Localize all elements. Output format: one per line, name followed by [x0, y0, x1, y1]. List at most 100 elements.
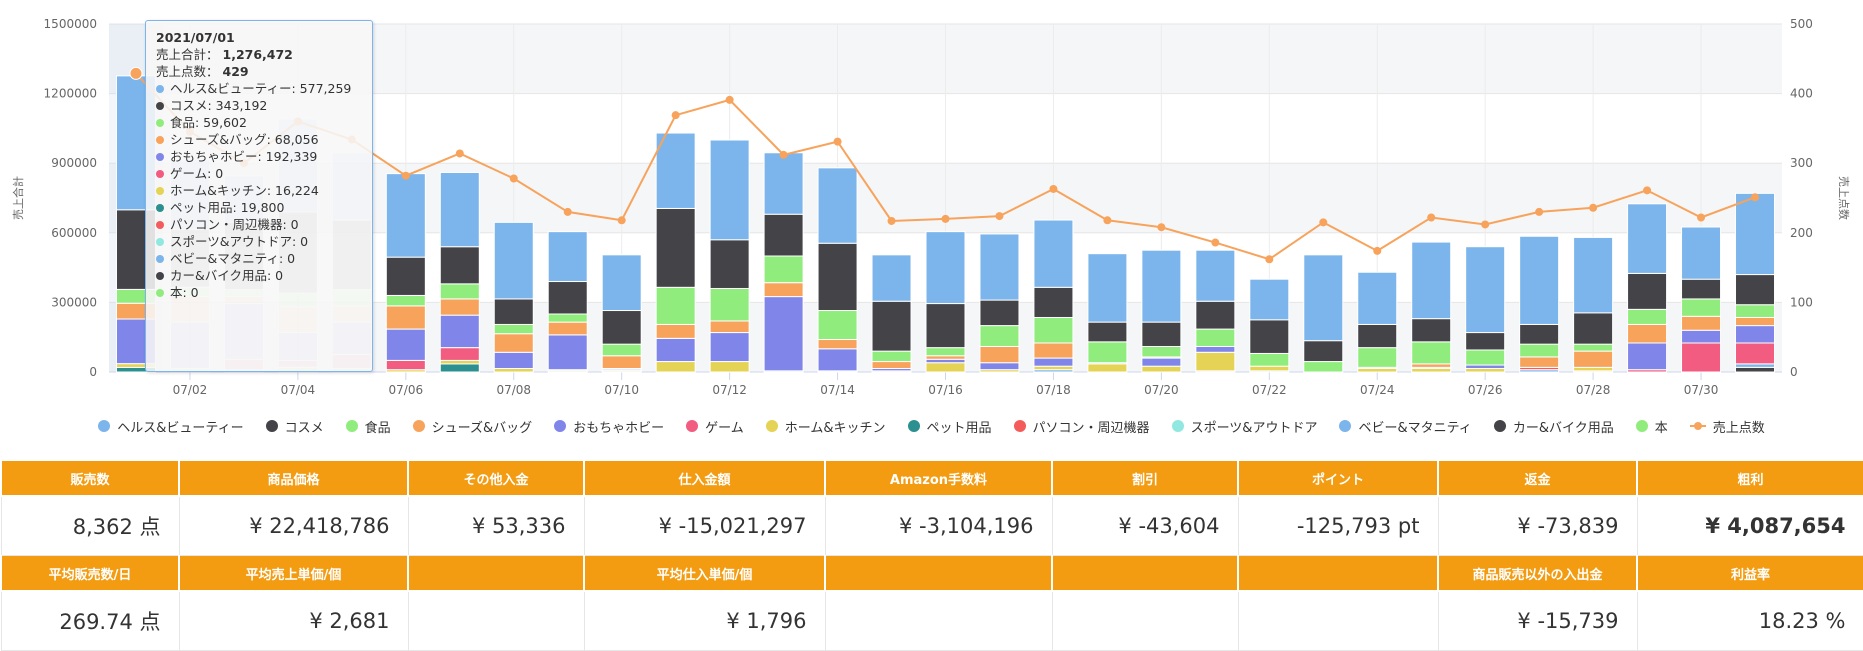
bar-segment[interactable]	[1681, 278, 1722, 300]
bar-segment[interactable]	[1357, 271, 1398, 325]
bar-segment[interactable]	[601, 310, 642, 345]
bar-segment[interactable]	[655, 286, 696, 325]
bar-segment[interactable]	[871, 254, 912, 302]
bar-segment[interactable]	[817, 242, 858, 312]
legend-item[interactable]: シューズ&バッグ	[412, 417, 532, 436]
bar-segment[interactable]	[1465, 364, 1506, 370]
bar-segment[interactable]	[385, 305, 426, 330]
bar-segment[interactable]	[817, 348, 858, 372]
bar-segment[interactable]	[1735, 274, 1776, 306]
bar-segment[interactable]	[1627, 342, 1668, 371]
bar-segment[interactable]	[1033, 365, 1074, 371]
bar-segment[interactable]	[817, 310, 858, 341]
bar-segment[interactable]	[1735, 192, 1776, 276]
bar-segment[interactable]	[709, 239, 750, 289]
bar-segment[interactable]	[1033, 316, 1074, 344]
sales-count-point[interactable]	[509, 174, 518, 183]
bar-segment[interactable]	[1573, 343, 1614, 352]
bar-segment[interactable]	[925, 303, 966, 349]
sales-count-point[interactable]	[129, 66, 143, 80]
bar-segment[interactable]	[1735, 363, 1776, 368]
bar-segment[interactable]	[655, 323, 696, 339]
bar-segment[interactable]	[1033, 357, 1074, 367]
bar-segment[interactable]	[1519, 235, 1560, 325]
bar-segment[interactable]	[385, 294, 426, 307]
sales-count-point[interactable]	[1643, 186, 1652, 195]
bar-segment[interactable]	[763, 282, 804, 298]
bar-segment[interactable]	[871, 300, 912, 352]
bar-segment[interactable]	[439, 314, 480, 349]
bar-segment[interactable]	[1087, 341, 1128, 364]
sales-count-point[interactable]	[1319, 218, 1328, 227]
bar-segment[interactable]	[1087, 253, 1128, 323]
bar-segment[interactable]	[547, 281, 588, 315]
bar-segment[interactable]	[1357, 347, 1398, 368]
bar-segment[interactable]	[1141, 321, 1182, 347]
bar-segment[interactable]	[1141, 249, 1182, 323]
bar-segment[interactable]	[1681, 298, 1722, 317]
legend-item[interactable]: スポーツ&アウトドア	[1171, 417, 1317, 436]
sales-count-point[interactable]	[995, 212, 1004, 221]
legend-item[interactable]: カー&バイク用品	[1493, 417, 1614, 436]
bar-segment[interactable]	[1573, 366, 1614, 372]
bar-segment[interactable]	[655, 132, 696, 209]
sales-count-point[interactable]	[1481, 220, 1490, 229]
bar-segment[interactable]	[1735, 342, 1776, 365]
sales-count-point[interactable]	[671, 111, 680, 120]
sales-count-point[interactable]	[563, 207, 572, 216]
bar-segment[interactable]	[547, 231, 588, 283]
bar-segment[interactable]	[817, 167, 858, 244]
bar-segment[interactable]	[601, 355, 642, 370]
bar-segment[interactable]	[1465, 246, 1506, 334]
sales-count-point[interactable]	[1049, 184, 1058, 193]
bar-segment[interactable]	[979, 325, 1020, 347]
bar-segment[interactable]	[1033, 286, 1074, 318]
legend-item-sales-count[interactable]: 売上点数	[1689, 417, 1765, 436]
sales-count-point[interactable]	[1427, 213, 1436, 222]
bar-segment[interactable]	[1681, 315, 1722, 331]
bar-segment[interactable]	[493, 323, 534, 335]
bar-segment[interactable]	[1411, 318, 1452, 343]
bar-segment[interactable]	[1465, 349, 1506, 366]
sales-count-point[interactable]	[725, 95, 734, 104]
bar-segment[interactable]	[1465, 332, 1506, 351]
bar-segment[interactable]	[925, 231, 966, 305]
sales-count-point[interactable]	[1211, 238, 1220, 247]
bar-segment[interactable]	[763, 152, 804, 215]
bar-segment[interactable]	[1681, 342, 1722, 373]
sales-count-point[interactable]	[833, 137, 842, 146]
legend-item[interactable]: ホーム&キッチン	[765, 417, 886, 436]
bar-segment[interactable]	[1519, 356, 1560, 368]
legend-item[interactable]: 本	[1635, 417, 1668, 436]
bar-segment[interactable]	[1087, 321, 1128, 343]
bar-segment[interactable]	[763, 213, 804, 257]
bar-segment[interactable]	[1411, 363, 1452, 368]
bar-segment[interactable]	[1195, 249, 1236, 302]
bar-segment[interactable]	[1573, 236, 1614, 314]
bar-segment[interactable]	[1411, 341, 1452, 365]
bar-segment[interactable]	[1141, 345, 1182, 358]
bar-segment[interactable]	[655, 337, 696, 363]
bar-segment[interactable]	[1519, 323, 1560, 345]
bar-segment[interactable]	[1249, 352, 1290, 367]
sales-count-point[interactable]	[1697, 213, 1706, 222]
bar-segment[interactable]	[385, 359, 426, 371]
bar-segment[interactable]	[709, 139, 750, 241]
bar-segment[interactable]	[1627, 323, 1668, 344]
bar-segment[interactable]	[925, 362, 966, 373]
bar-segment[interactable]	[979, 233, 1020, 301]
bar-segment[interactable]	[763, 255, 804, 284]
sales-count-point[interactable]	[1751, 193, 1760, 202]
bar-segment[interactable]	[1141, 365, 1182, 373]
legend-item[interactable]: ベビー&マタニティ	[1339, 417, 1472, 436]
sales-count-point[interactable]	[1373, 246, 1382, 255]
bar-segment[interactable]	[547, 334, 588, 371]
sales-count-point[interactable]	[779, 150, 788, 159]
bar-segment[interactable]	[655, 207, 696, 288]
bar-segment[interactable]	[439, 171, 480, 248]
bar-segment[interactable]	[601, 343, 642, 357]
bar-segment[interactable]	[871, 361, 912, 370]
bar-segment[interactable]	[1303, 361, 1344, 373]
bar-segment[interactable]	[1627, 308, 1668, 325]
bar-segment[interactable]	[1141, 357, 1182, 367]
